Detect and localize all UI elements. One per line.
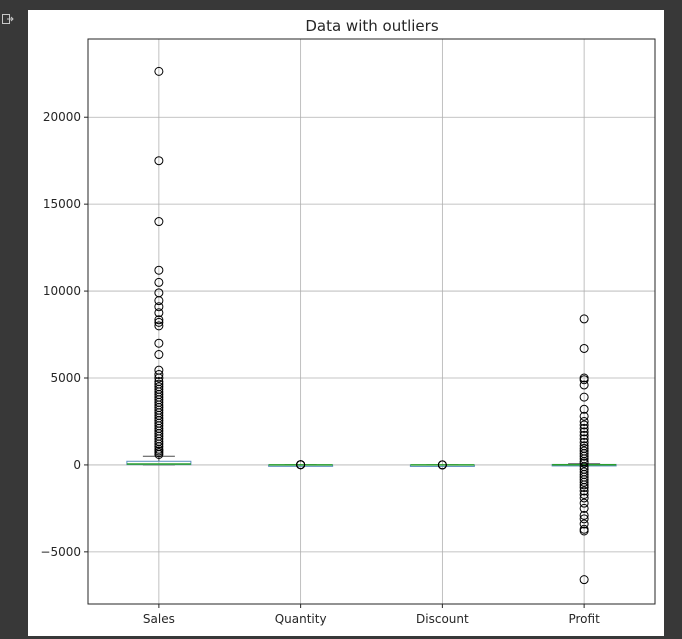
outlier-point [579,437,589,447]
x-tick-label: Sales [143,612,175,626]
outlier-point [154,277,164,287]
outlier-point [579,489,589,499]
outlier-point [579,314,589,324]
outlier-point [296,460,306,470]
y-tick-label: 0 [73,458,81,472]
x-tick-label: Discount [416,612,469,626]
outlier-point [579,416,589,426]
outlier-point [579,514,589,524]
outlier-point [579,493,589,503]
outlier-point [579,451,589,461]
box-sales [126,66,192,466]
outlier-point [437,460,447,470]
outlier-point [154,350,164,360]
outlier-point [579,375,589,385]
outlier-point [579,430,589,440]
outlier-point [579,420,589,430]
outlier-point [154,338,164,348]
y-tick-label: 10000 [43,284,81,298]
outlier-point [579,458,589,468]
figure: Data with outliers −5000 0 5000 10000 15000 2… [28,10,664,636]
outlier-point [579,526,589,536]
y-axis: −5000 0 5000 10000 15000 20000 [40,110,88,559]
y-tick-label: 20000 [43,110,81,124]
outlier-point [579,498,589,508]
box-quantity [268,460,334,470]
chart-title: Data with outliers [305,17,438,35]
outlier-point [154,317,164,327]
outlier-point [579,480,589,490]
y-tick-label: 15000 [43,197,81,211]
outlier-point [579,510,589,520]
outlier-point [154,315,164,325]
outlier-point [154,373,164,383]
outlier-point [154,370,164,380]
outlier-point [579,486,589,496]
outlier-point [154,265,164,275]
outlier-point [579,343,589,353]
x-axis: Sales Quantity Discount Profit [143,604,600,626]
x-tick-label: Quantity [275,612,327,626]
outlier-point [154,308,164,318]
outlier-point [579,423,589,433]
outlier-point [154,156,164,166]
outlier-point [154,66,164,76]
outlier-point [154,302,164,312]
box-discount [409,460,475,470]
outlier-point [579,434,589,444]
axes-frame [87,38,656,605]
outlier-point [579,503,589,513]
outlier-point [579,575,589,585]
outlier-point [579,380,589,390]
outlier-point [154,217,164,227]
boxplot-chart: Data with outliers −5000 0 5000 10000 15000 2… [40,17,656,626]
x-tick-label: Profit [568,612,600,626]
boxes [126,66,617,585]
outlier-point [154,296,164,306]
outlier-point [154,321,164,331]
y-tick-label: −5000 [40,545,81,559]
outlier-point [579,427,589,437]
y-tick-label: 5000 [50,371,81,385]
outlier-point [579,404,589,414]
outlier-point [154,449,164,459]
outlier-point [154,439,164,449]
grid [88,39,655,604]
outlier-point [579,392,589,402]
box-profit [551,314,617,585]
outlier-point [579,483,589,493]
outlier-point [579,519,589,529]
output-redirect-icon [1,12,15,26]
outlier-point [579,411,589,421]
outlier-point [579,477,589,487]
